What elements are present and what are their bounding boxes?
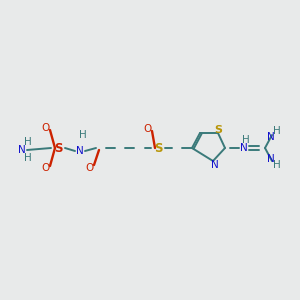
Text: O: O: [85, 163, 93, 173]
Text: N: N: [18, 145, 26, 155]
Text: H: H: [273, 160, 281, 170]
Text: H: H: [79, 130, 87, 140]
Text: H: H: [273, 126, 281, 136]
Text: N: N: [267, 132, 275, 142]
Text: N: N: [76, 146, 84, 156]
Text: H: H: [242, 135, 250, 145]
Text: N: N: [267, 154, 275, 164]
Text: N: N: [240, 143, 248, 153]
Text: S: S: [214, 125, 222, 135]
Text: H: H: [24, 153, 32, 163]
Text: N: N: [211, 160, 219, 170]
Text: O: O: [41, 163, 49, 173]
Text: O: O: [143, 124, 151, 134]
Text: O: O: [41, 123, 49, 133]
Text: S: S: [54, 142, 62, 154]
Text: H: H: [24, 137, 32, 147]
Text: S: S: [154, 142, 162, 154]
